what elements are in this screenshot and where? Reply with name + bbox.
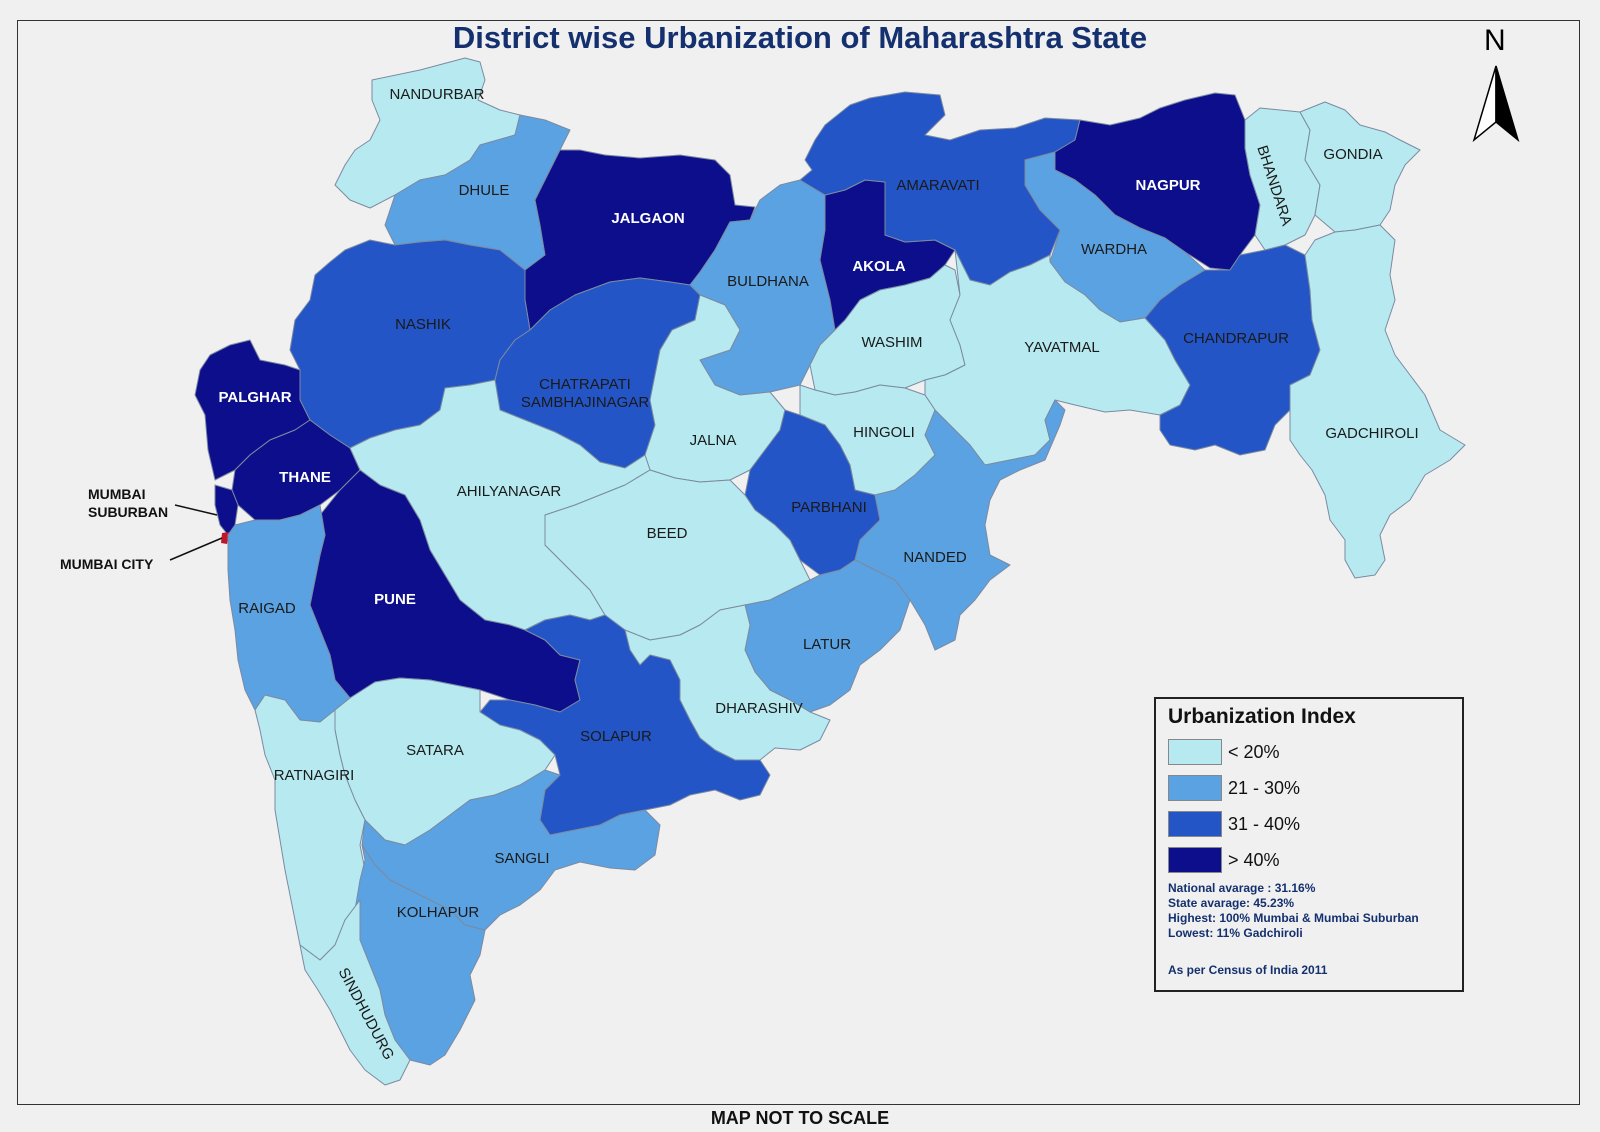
legend-swatch-31-40 (1168, 811, 1222, 837)
mumbai-city-leader (169, 537, 223, 561)
map-not-to-scale-note: MAP NOT TO SCALE (710, 1108, 890, 1128)
label-solapur: SOLAPUR (580, 728, 652, 745)
label-mumbai-suburban-1: MUMBAI (88, 486, 146, 502)
north-arrow-icon (1472, 65, 1520, 143)
label-sangli: SANGLI (494, 850, 549, 867)
district-yavatmal[interactable] (924, 249, 1191, 466)
district-nanded[interactable] (854, 399, 1066, 651)
label-dharashiv: DHARASHIV (715, 700, 803, 717)
label-amaravati: AMARAVATI (896, 177, 979, 194)
label-sambhajinagar: SAMBHAJINAGAR (521, 394, 650, 411)
label-gadchiroli: GADCHIROLI (1325, 425, 1418, 442)
legend-label-lt20: < 20% (1228, 742, 1280, 762)
district-sindhudurg[interactable] (299, 899, 411, 1086)
district-solapur[interactable] (479, 614, 771, 836)
label-mumbai-city: MUMBAI CITY (60, 556, 154, 572)
map-frame (17, 20, 1580, 1105)
label-thane: THANE (279, 469, 331, 486)
district-gadchiroli[interactable] (1289, 224, 1466, 579)
label-beed: BEED (647, 525, 688, 542)
legend-title: Urbanization Index (1168, 705, 1356, 728)
legend-note-state: State avarage: 45.23% (1168, 896, 1295, 910)
mumbai-city-marker[interactable] (221, 532, 229, 544)
label-nagpur: NAGPUR (1135, 177, 1200, 194)
label-wardha: WARDHA (1081, 241, 1147, 258)
label-jalgaon: JALGAON (611, 210, 684, 227)
label-palghar: PALGHAR (218, 389, 291, 406)
label-satara: SATARA (406, 742, 464, 759)
label-raigad: RAIGAD (238, 600, 296, 617)
label-parbhani: PARBHANI (791, 499, 867, 516)
label-buldhana: BULDHANA (727, 273, 809, 290)
label-latur: LATUR (803, 636, 851, 653)
north-label: N (1484, 24, 1506, 57)
map-title: District wise Urbanization of Maharashtr… (452, 20, 1148, 55)
label-ahilyanagar: AHILYANAGAR (457, 483, 562, 500)
label-nandurbar: NANDURBAR (389, 86, 484, 103)
district-bhandara[interactable] (1244, 107, 1321, 251)
district-raigad[interactable] (227, 504, 351, 723)
legend-label-21-30: 21 - 30% (1228, 778, 1301, 798)
legend-source: As per Census of India 2011 (1168, 963, 1328, 977)
legend-swatch-gt40 (1168, 847, 1222, 873)
legend: Urbanization Index < 20% 21 - 30% 31 - 4… (1154, 697, 1464, 992)
label-kolhapur: KOLHAPUR (397, 904, 480, 921)
label-mumbai-suburban-2: SUBURBAN (88, 504, 168, 520)
label-chatrapati: CHATRAPATI (539, 376, 631, 393)
label-yavatmal: YAVATMAL (1024, 339, 1100, 356)
label-hingoli: HINGOLI (853, 424, 915, 441)
mumbai-suburban-leader (174, 504, 218, 516)
label-dhule: DHULE (459, 182, 510, 199)
label-nashik: NASHIK (395, 316, 451, 333)
legend-note-national: National avarage : 31.16% (1168, 881, 1316, 895)
legend-note-highest: Highest: 100% Mumbai & Mumbai Suburban (1168, 911, 1419, 925)
legend-note-lowest: Lowest: 11% Gadchiroli (1168, 926, 1303, 940)
legend-label-31-40: 31 - 40% (1228, 814, 1301, 834)
label-nanded: NANDED (903, 549, 967, 566)
district-gondia[interactable] (1299, 101, 1421, 233)
label-chandrapur: CHANDRAPUR (1183, 330, 1289, 347)
district-chandrapur[interactable] (1144, 244, 1321, 456)
label-ratnagiri: RATNAGIRI (274, 767, 355, 784)
label-akola: AKOLA (852, 258, 905, 275)
label-washim: WASHIM (861, 334, 922, 351)
label-jalna: JALNA (690, 432, 737, 449)
label-gondia: GONDIA (1323, 146, 1382, 163)
label-pune: PUNE (374, 591, 416, 608)
legend-swatch-21-30 (1168, 775, 1222, 801)
legend-label-gt40: > 40% (1228, 850, 1280, 870)
legend-swatch-lt20 (1168, 739, 1222, 765)
